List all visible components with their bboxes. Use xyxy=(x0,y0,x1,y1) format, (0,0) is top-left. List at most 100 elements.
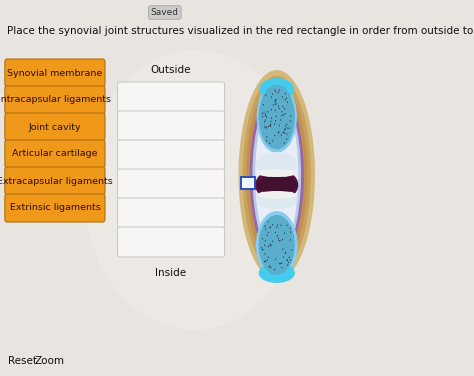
Ellipse shape xyxy=(264,253,265,255)
Ellipse shape xyxy=(287,260,288,261)
Ellipse shape xyxy=(281,262,282,264)
Ellipse shape xyxy=(269,265,271,267)
Ellipse shape xyxy=(290,239,291,241)
Ellipse shape xyxy=(270,244,271,245)
Ellipse shape xyxy=(259,215,295,275)
Text: Articular cartilage: Articular cartilage xyxy=(12,150,98,159)
Ellipse shape xyxy=(270,244,272,246)
Ellipse shape xyxy=(275,91,276,92)
Ellipse shape xyxy=(285,126,286,127)
Ellipse shape xyxy=(290,120,291,122)
Ellipse shape xyxy=(282,96,283,98)
Ellipse shape xyxy=(286,124,287,125)
Ellipse shape xyxy=(279,89,280,91)
Ellipse shape xyxy=(263,104,264,106)
Ellipse shape xyxy=(265,126,267,128)
Ellipse shape xyxy=(279,108,280,109)
Ellipse shape xyxy=(290,115,292,117)
Ellipse shape xyxy=(289,127,290,129)
Ellipse shape xyxy=(272,140,273,142)
Ellipse shape xyxy=(269,227,270,229)
Ellipse shape xyxy=(282,267,283,268)
Ellipse shape xyxy=(285,252,286,253)
Ellipse shape xyxy=(285,128,286,130)
Ellipse shape xyxy=(275,120,276,121)
Ellipse shape xyxy=(270,125,271,127)
Ellipse shape xyxy=(273,105,274,106)
Ellipse shape xyxy=(268,232,269,233)
Ellipse shape xyxy=(253,93,301,257)
Ellipse shape xyxy=(263,249,264,250)
Ellipse shape xyxy=(284,143,285,144)
Ellipse shape xyxy=(284,108,285,109)
Ellipse shape xyxy=(275,103,276,105)
Ellipse shape xyxy=(285,93,286,94)
Text: Intracapsular ligaments: Intracapsular ligaments xyxy=(0,96,111,105)
Ellipse shape xyxy=(287,102,288,103)
Ellipse shape xyxy=(274,269,275,270)
Ellipse shape xyxy=(256,191,297,199)
Ellipse shape xyxy=(256,211,298,279)
Ellipse shape xyxy=(282,115,283,116)
Ellipse shape xyxy=(271,96,272,98)
Ellipse shape xyxy=(277,224,278,226)
Ellipse shape xyxy=(265,228,266,230)
FancyBboxPatch shape xyxy=(5,167,105,195)
Text: Place the synovial joint structures visualized in the red rectangle in order fro: Place the synovial joint structures visu… xyxy=(7,26,474,36)
Ellipse shape xyxy=(238,70,315,280)
Ellipse shape xyxy=(259,263,295,283)
Ellipse shape xyxy=(284,129,285,130)
Ellipse shape xyxy=(261,247,262,249)
Ellipse shape xyxy=(278,92,279,93)
Text: Saved: Saved xyxy=(151,8,179,17)
Ellipse shape xyxy=(267,259,268,261)
Ellipse shape xyxy=(267,111,269,113)
Ellipse shape xyxy=(265,127,267,129)
Ellipse shape xyxy=(266,116,267,118)
Ellipse shape xyxy=(268,246,269,247)
Ellipse shape xyxy=(262,238,263,240)
Ellipse shape xyxy=(280,263,281,264)
Ellipse shape xyxy=(280,119,282,121)
Ellipse shape xyxy=(256,176,297,194)
Ellipse shape xyxy=(246,82,307,268)
Ellipse shape xyxy=(266,136,267,138)
Ellipse shape xyxy=(271,117,272,119)
Ellipse shape xyxy=(276,226,277,228)
Ellipse shape xyxy=(286,224,287,226)
Ellipse shape xyxy=(285,99,286,101)
Ellipse shape xyxy=(256,169,297,177)
Ellipse shape xyxy=(83,50,306,330)
Ellipse shape xyxy=(256,81,297,153)
FancyBboxPatch shape xyxy=(5,140,105,168)
Text: Joint cavity: Joint cavity xyxy=(28,123,81,132)
Ellipse shape xyxy=(256,189,298,209)
Text: Reset: Reset xyxy=(9,356,37,366)
Ellipse shape xyxy=(278,238,279,239)
Ellipse shape xyxy=(279,124,280,126)
FancyBboxPatch shape xyxy=(5,59,105,87)
Ellipse shape xyxy=(262,113,263,114)
Ellipse shape xyxy=(289,257,290,258)
Ellipse shape xyxy=(264,240,266,242)
Ellipse shape xyxy=(274,135,275,136)
Ellipse shape xyxy=(255,169,298,201)
Ellipse shape xyxy=(288,262,289,263)
Ellipse shape xyxy=(268,266,269,268)
Ellipse shape xyxy=(270,124,271,125)
Ellipse shape xyxy=(287,259,288,261)
FancyBboxPatch shape xyxy=(118,198,225,228)
Ellipse shape xyxy=(269,143,270,144)
Text: Zoom: Zoom xyxy=(35,356,65,366)
Ellipse shape xyxy=(243,76,311,274)
Ellipse shape xyxy=(287,127,288,129)
Ellipse shape xyxy=(274,89,275,91)
Text: Synovial membrane: Synovial membrane xyxy=(7,68,102,77)
Ellipse shape xyxy=(270,226,271,228)
Text: Outside: Outside xyxy=(151,65,191,75)
Ellipse shape xyxy=(274,109,275,111)
FancyBboxPatch shape xyxy=(5,194,105,222)
Ellipse shape xyxy=(270,267,272,268)
Ellipse shape xyxy=(265,119,266,121)
Ellipse shape xyxy=(290,231,291,233)
